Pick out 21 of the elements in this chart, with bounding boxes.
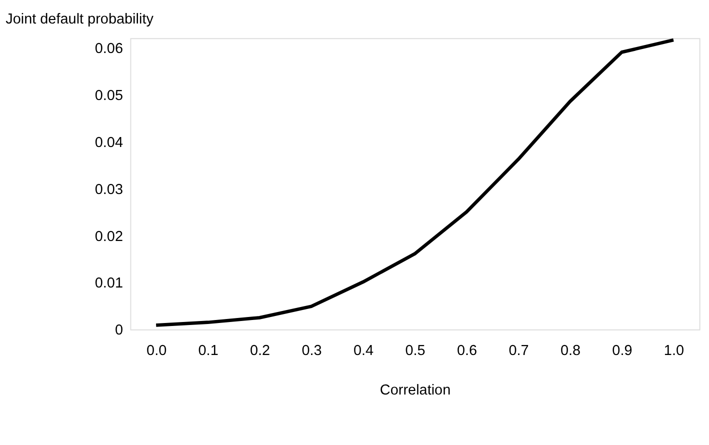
- x-tick-label: 0.0: [146, 342, 167, 359]
- x-tick-label: 0.6: [456, 342, 478, 359]
- y-tick-label: 0.05: [94, 88, 123, 104]
- y-axis-title: Joint default probability: [6, 12, 154, 28]
- x-tick-label: 0.5: [405, 342, 426, 359]
- y-tick-label: 0.06: [94, 40, 123, 57]
- x-tick-label: 0.3: [302, 342, 322, 359]
- x-tick-label: 0.8: [560, 342, 581, 359]
- y-tick-label: 0: [114, 322, 123, 339]
- x-tick-label: 0.2: [250, 342, 270, 359]
- y-tick-label: 0.02: [94, 228, 123, 245]
- x-tick-label: 0.1: [198, 342, 218, 359]
- x-tick-label: 0.4: [353, 342, 374, 359]
- x-tick-label: 0.9: [612, 342, 632, 359]
- x-tick-label: 0.7: [508, 342, 529, 359]
- x-axis-title: Correlation: [380, 382, 451, 399]
- line-series: [154, 38, 676, 327]
- y-tick-label: 0.04: [94, 134, 123, 151]
- y-tick-label: 0.01: [94, 276, 123, 292]
- y-tick-label: 0.03: [94, 182, 123, 198]
- x-tick-label: 1.0: [664, 342, 684, 359]
